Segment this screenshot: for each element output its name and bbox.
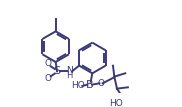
Text: S: S [54,66,61,76]
Text: O: O [45,74,52,83]
Text: O: O [45,59,52,68]
Text: N: N [66,66,73,75]
Text: O: O [98,79,104,88]
Text: HO: HO [72,81,85,90]
Text: HO: HO [109,99,122,107]
Text: H: H [66,71,73,80]
Text: B: B [86,80,94,90]
